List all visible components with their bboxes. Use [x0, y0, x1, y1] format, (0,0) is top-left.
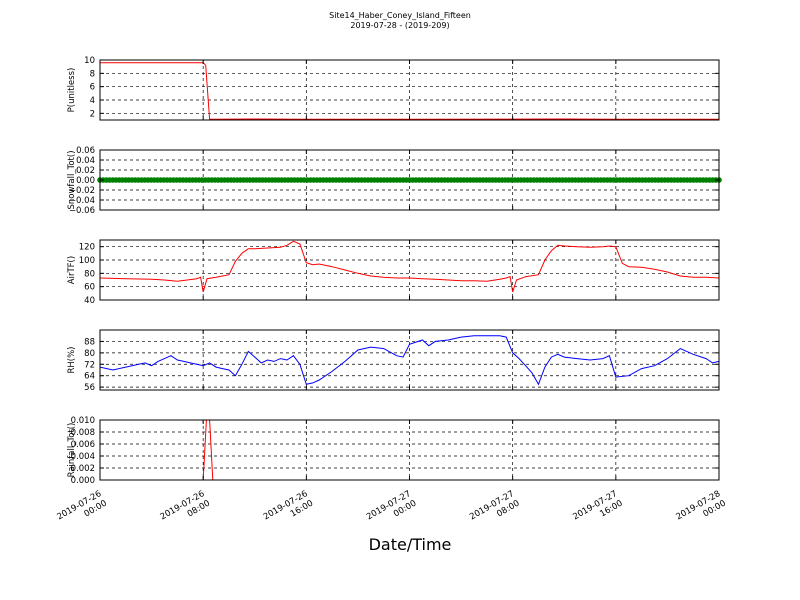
y-tick-label: 0.000	[71, 476, 95, 486]
subplot-2: 0.060.040.020.00−0.02−0.04−0.06Snowfall_…	[67, 146, 722, 216]
series-line	[100, 62, 719, 120]
series-line	[99, 335, 720, 386]
y-tick-label: 64	[84, 372, 95, 382]
x-axis-label: Date/Time	[368, 535, 452, 554]
y-tick-label: −0.02	[69, 186, 95, 196]
y-tick-label: 80	[84, 349, 95, 359]
y-axis-label: P(unitless)	[67, 68, 77, 113]
subplot-1: 2 4 6 8 10 P(unitless)	[67, 56, 720, 121]
y-tick-label: 56	[84, 383, 95, 393]
chart-title: Site14_Haber_Coney_Island_Fifteen	[329, 11, 471, 20]
y-tick-label: 72	[84, 360, 95, 370]
y-tick-label: 120	[79, 243, 95, 253]
y-tick-label: 0.008	[71, 428, 95, 438]
y-axis-label: RH(%)	[67, 346, 77, 373]
y-tick-label: 0.00	[76, 176, 95, 186]
y-tick-label: −0.04	[69, 196, 95, 206]
y-tick-label: 60	[84, 283, 95, 293]
y-axis-label: AirTF()	[67, 256, 77, 284]
y-tick-label: 0.004	[71, 452, 95, 462]
y-tick-label: 0.04	[76, 156, 95, 166]
y-tick-label: 8	[90, 69, 95, 79]
y-tick-label: 0.02	[76, 166, 95, 176]
y-tick-label: 2	[90, 109, 95, 119]
y-tick-label: 0.010	[71, 416, 95, 426]
y-tick-label: −0.06	[69, 206, 95, 216]
y-axis-label: Snowfall_Tot()	[67, 150, 77, 209]
y-tick-label: 6	[90, 83, 95, 93]
series-line	[99, 240, 720, 293]
y-tick-label: 0.006	[71, 440, 95, 450]
y-axis-label: Rainfall_Tot()	[67, 423, 77, 478]
y-tick-label: 10	[84, 56, 95, 66]
y-tick-label: 80	[84, 269, 95, 279]
chart-subtitle: 2019-07-28 - (2019-209)	[350, 21, 450, 30]
subplot-5: 0.000 0.002 0.004 0.006 0.008 0.010Rainfall_T…	[67, 416, 720, 486]
y-tick-label: 0.06	[76, 146, 95, 156]
y-tick-label: 40	[84, 296, 95, 306]
y-tick-label: 100	[79, 256, 95, 266]
y-tick-label: 88	[84, 337, 95, 347]
y-tick-label: 0.002	[71, 464, 95, 474]
y-tick-label: 4	[90, 96, 95, 106]
